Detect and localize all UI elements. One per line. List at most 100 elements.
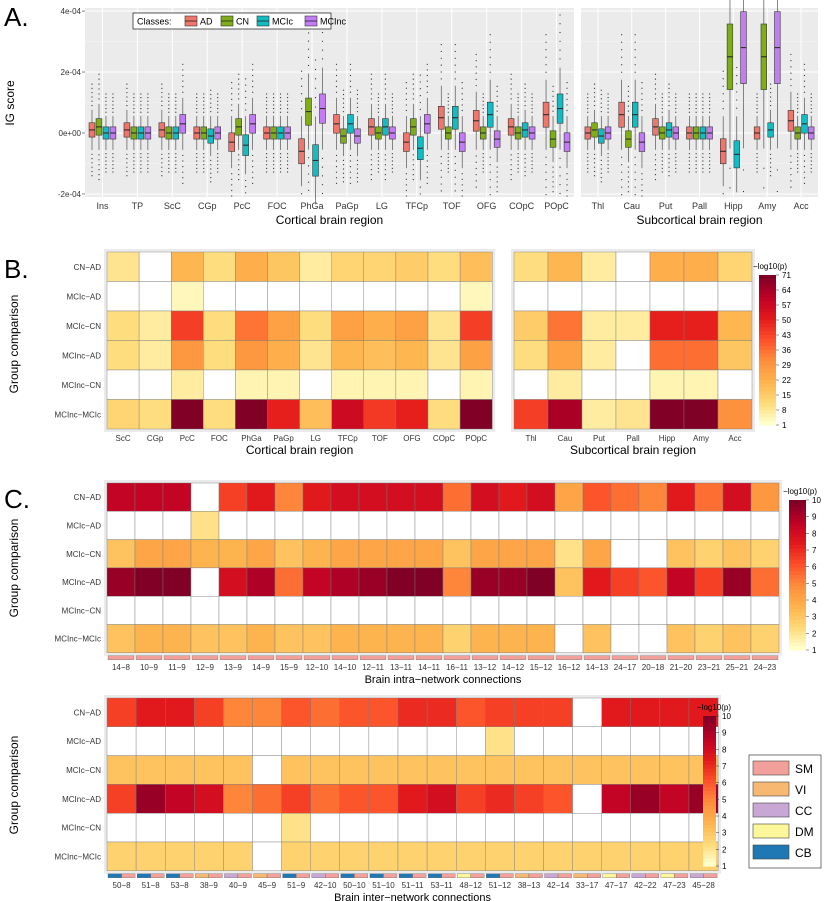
outlier-point [695, 164, 697, 166]
outlier-point [98, 88, 100, 90]
heatmap-cell [427, 310, 461, 341]
outlier-point [412, 73, 414, 75]
inter-heatmap-col-label: 42−14 [547, 881, 570, 890]
outlier-point [517, 104, 519, 106]
outlier-point [736, 66, 738, 69]
colorbar-segment [759, 421, 776, 426]
outlier-point [196, 153, 198, 155]
intra-network-color-strip [135, 655, 163, 660]
intra-network-color-strip [275, 655, 303, 660]
colorbar-tick: 8 [812, 529, 817, 538]
outlier-point [634, 71, 636, 73]
outlier-point [688, 164, 690, 166]
outlier-point [321, 175, 324, 177]
outlier-point [252, 160, 254, 162]
outlier-point [342, 168, 345, 170]
outlier-point [384, 174, 386, 176]
outlier-point [273, 111, 275, 113]
outlier-point [722, 85, 724, 87]
intra-heatmap-col-label: 14−13 [586, 663, 609, 672]
outlier-point [203, 97, 205, 99]
outlier-point [245, 78, 247, 80]
outlier-point [231, 82, 233, 84]
outlier-point [321, 40, 324, 42]
heatmap-cell [339, 755, 370, 785]
outlier-point [266, 93, 268, 95]
colorbar-segment [789, 545, 806, 550]
outlier-point [384, 83, 386, 85]
heatmap-cell [302, 539, 332, 569]
region-heatmap-col-label: Acc [728, 434, 741, 443]
heatmap-cell [485, 784, 515, 814]
inter-network-heatmap: CN−ADMCIc−ADMCIc−CNMCInc−ADMCInc−CNMCInc… [7, 695, 731, 901]
outlier-point [545, 49, 547, 51]
colorbar-segment [759, 290, 776, 295]
outlier-point [419, 88, 421, 90]
colorbar-segment [759, 368, 776, 373]
heatmap-cell [683, 310, 719, 341]
heatmap-cell [358, 624, 388, 653]
heatmap-cell [442, 624, 472, 653]
outlier-point [384, 78, 386, 80]
outlier-point [168, 160, 170, 162]
outlier-point [182, 171, 184, 173]
heatmap-cell [717, 369, 753, 400]
heatmap-cell [572, 697, 602, 727]
intra-network-color-strip [359, 655, 387, 660]
outlier-point [231, 109, 233, 112]
heatmap-cell [235, 399, 268, 430]
inter-heatmap-col-label: 45−28 [692, 881, 715, 890]
colorbar-segment [759, 312, 776, 317]
outlier-point [790, 161, 792, 163]
outlier-point [587, 93, 589, 95]
colorbar-segment [789, 518, 806, 523]
outlier-point [238, 88, 240, 90]
outlier-point [440, 190, 442, 192]
outlier-point [668, 175, 670, 177]
outlier-point [770, 153, 772, 155]
heatmap-cell [395, 281, 429, 312]
outlier-point [661, 171, 663, 173]
outlier-point [252, 74, 254, 77]
heatmap-cell [106, 340, 140, 371]
inter-network-color-strip [195, 873, 210, 878]
outlier-point [412, 174, 414, 176]
colorbar-segment [759, 353, 776, 358]
heatmap-cell [267, 310, 300, 341]
inter-network-color-strip [136, 873, 151, 878]
colorbar-tick: 8 [782, 406, 787, 415]
heatmap-cell [281, 841, 311, 871]
boxplot-legend-entry: MCIc [272, 17, 293, 27]
outlier-point [98, 159, 100, 161]
heatmap-cell [368, 841, 399, 871]
outlier-point [627, 100, 630, 102]
outlier-point [314, 78, 317, 80]
outlier-point [370, 98, 373, 100]
boxplot-x-tick: COpC [509, 201, 535, 211]
outlier-point [175, 97, 177, 99]
heatmap-cell [456, 784, 486, 814]
outlier-point [566, 104, 568, 106]
outlier-point [600, 164, 602, 166]
outlier-point [412, 178, 414, 181]
intra-network-color-strip [387, 655, 415, 660]
outlier-point [517, 156, 519, 158]
outlier-point [447, 100, 449, 102]
heatmap-cell [203, 251, 236, 282]
outlier-point [702, 153, 704, 155]
outlier-point [300, 100, 303, 102]
colorbar-segment [759, 297, 776, 302]
outlier-point [440, 50, 442, 53]
intra-heatmap-col-label: 14−11 [418, 663, 440, 672]
heatmap-cell [659, 784, 690, 814]
outlier-point [126, 153, 128, 155]
outlier-point [600, 93, 602, 96]
inter-network-color-strip [573, 873, 588, 878]
outlier-point [98, 98, 100, 100]
outlier-point [496, 110, 498, 112]
outlier-point [377, 111, 379, 113]
heatmap-cell [302, 482, 332, 512]
outlier-point [370, 88, 373, 90]
heatmap-cell [615, 340, 651, 371]
colorbar-segment [759, 406, 776, 411]
